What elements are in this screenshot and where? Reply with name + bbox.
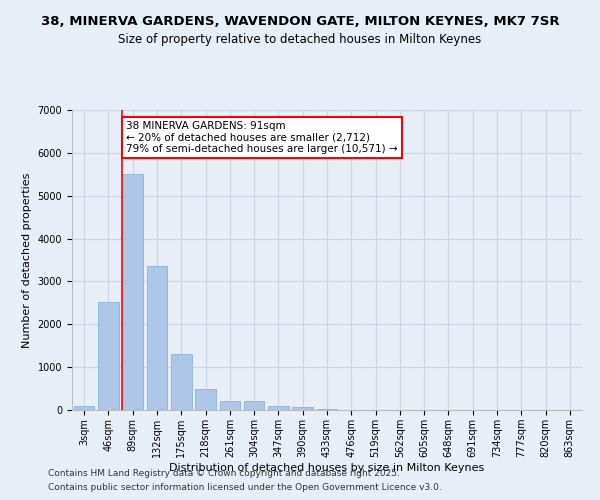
Text: 38, MINERVA GARDENS, WAVENDON GATE, MILTON KEYNES, MK7 7SR: 38, MINERVA GARDENS, WAVENDON GATE, MILT… bbox=[41, 15, 559, 28]
Bar bbox=[171, 354, 191, 410]
Bar bbox=[74, 406, 94, 410]
Text: 38 MINERVA GARDENS: 91sqm
← 20% of detached houses are smaller (2,712)
79% of se: 38 MINERVA GARDENS: 91sqm ← 20% of detac… bbox=[126, 120, 398, 154]
Bar bbox=[146, 266, 167, 410]
X-axis label: Distribution of detached houses by size in Milton Keynes: Distribution of detached houses by size … bbox=[169, 462, 485, 472]
Bar bbox=[317, 408, 337, 410]
Bar bbox=[122, 174, 143, 410]
Text: Size of property relative to detached houses in Milton Keynes: Size of property relative to detached ho… bbox=[118, 32, 482, 46]
Bar bbox=[268, 406, 289, 410]
Text: Contains HM Land Registry data © Crown copyright and database right 2025.: Contains HM Land Registry data © Crown c… bbox=[48, 468, 400, 477]
Text: Contains public sector information licensed under the Open Government Licence v3: Contains public sector information licen… bbox=[48, 484, 442, 492]
Bar bbox=[220, 400, 240, 410]
Bar bbox=[195, 390, 216, 410]
Bar bbox=[244, 400, 265, 410]
Y-axis label: Number of detached properties: Number of detached properties bbox=[22, 172, 32, 348]
Bar bbox=[292, 408, 313, 410]
Bar bbox=[98, 302, 119, 410]
